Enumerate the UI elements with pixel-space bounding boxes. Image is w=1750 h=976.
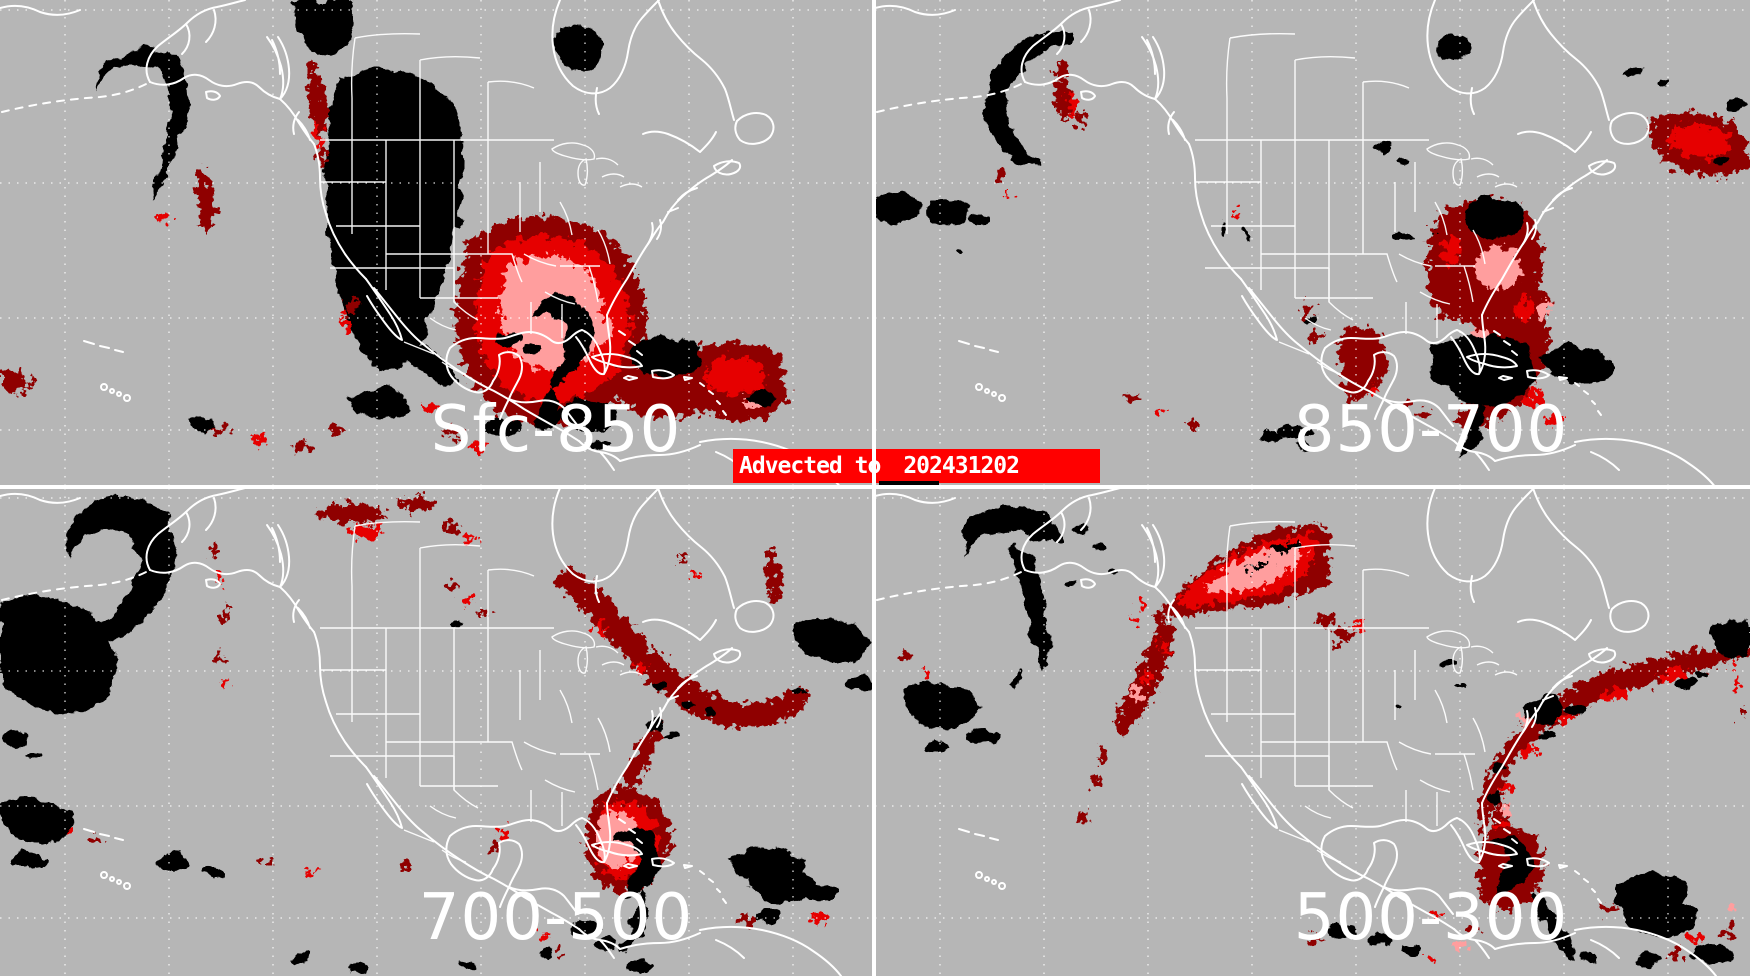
panel-label-700-500: 700-500 (418, 881, 694, 955)
map-canvas-850-700 (875, 0, 1750, 488)
map-canvas-500-300 (875, 488, 1750, 976)
cloud-layer-black-base (903, 505, 1465, 752)
cloud-layer-black-top (0, 679, 838, 973)
panel-500-300: 500-300 (875, 488, 1750, 976)
cloud-layer-red (0, 58, 788, 452)
map-canvas-sfc-850 (0, 0, 875, 488)
panel-label-sfc-850: Sfc-850 (430, 393, 682, 467)
cloud-layer-black-base (875, 31, 1669, 326)
cloud-layer-black-base (0, 496, 874, 760)
panel-label-850-700: 850-700 (1293, 393, 1569, 467)
map-canvas-700-500 (0, 488, 875, 976)
cloud-layer-black-base (96, 0, 604, 385)
panel-divider-horizontal (0, 485, 1750, 489)
banner-underline-mark (879, 481, 939, 486)
advection-banner-prefix: Advected to (739, 453, 881, 479)
advection-banner-timestamp: 202431202 (903, 453, 1020, 479)
advection-banner: Advected to 202431202 (733, 449, 1100, 483)
cloud-layer-black-top (190, 295, 776, 450)
cloud-layer-red (899, 524, 1750, 961)
panel-700-500: 700-500 (0, 488, 875, 976)
panel-sfc-850: Sfc-850 (0, 0, 875, 488)
panel-label-500-300: 500-300 (1293, 881, 1569, 955)
panel-850-700: 850-700 (875, 0, 1750, 488)
